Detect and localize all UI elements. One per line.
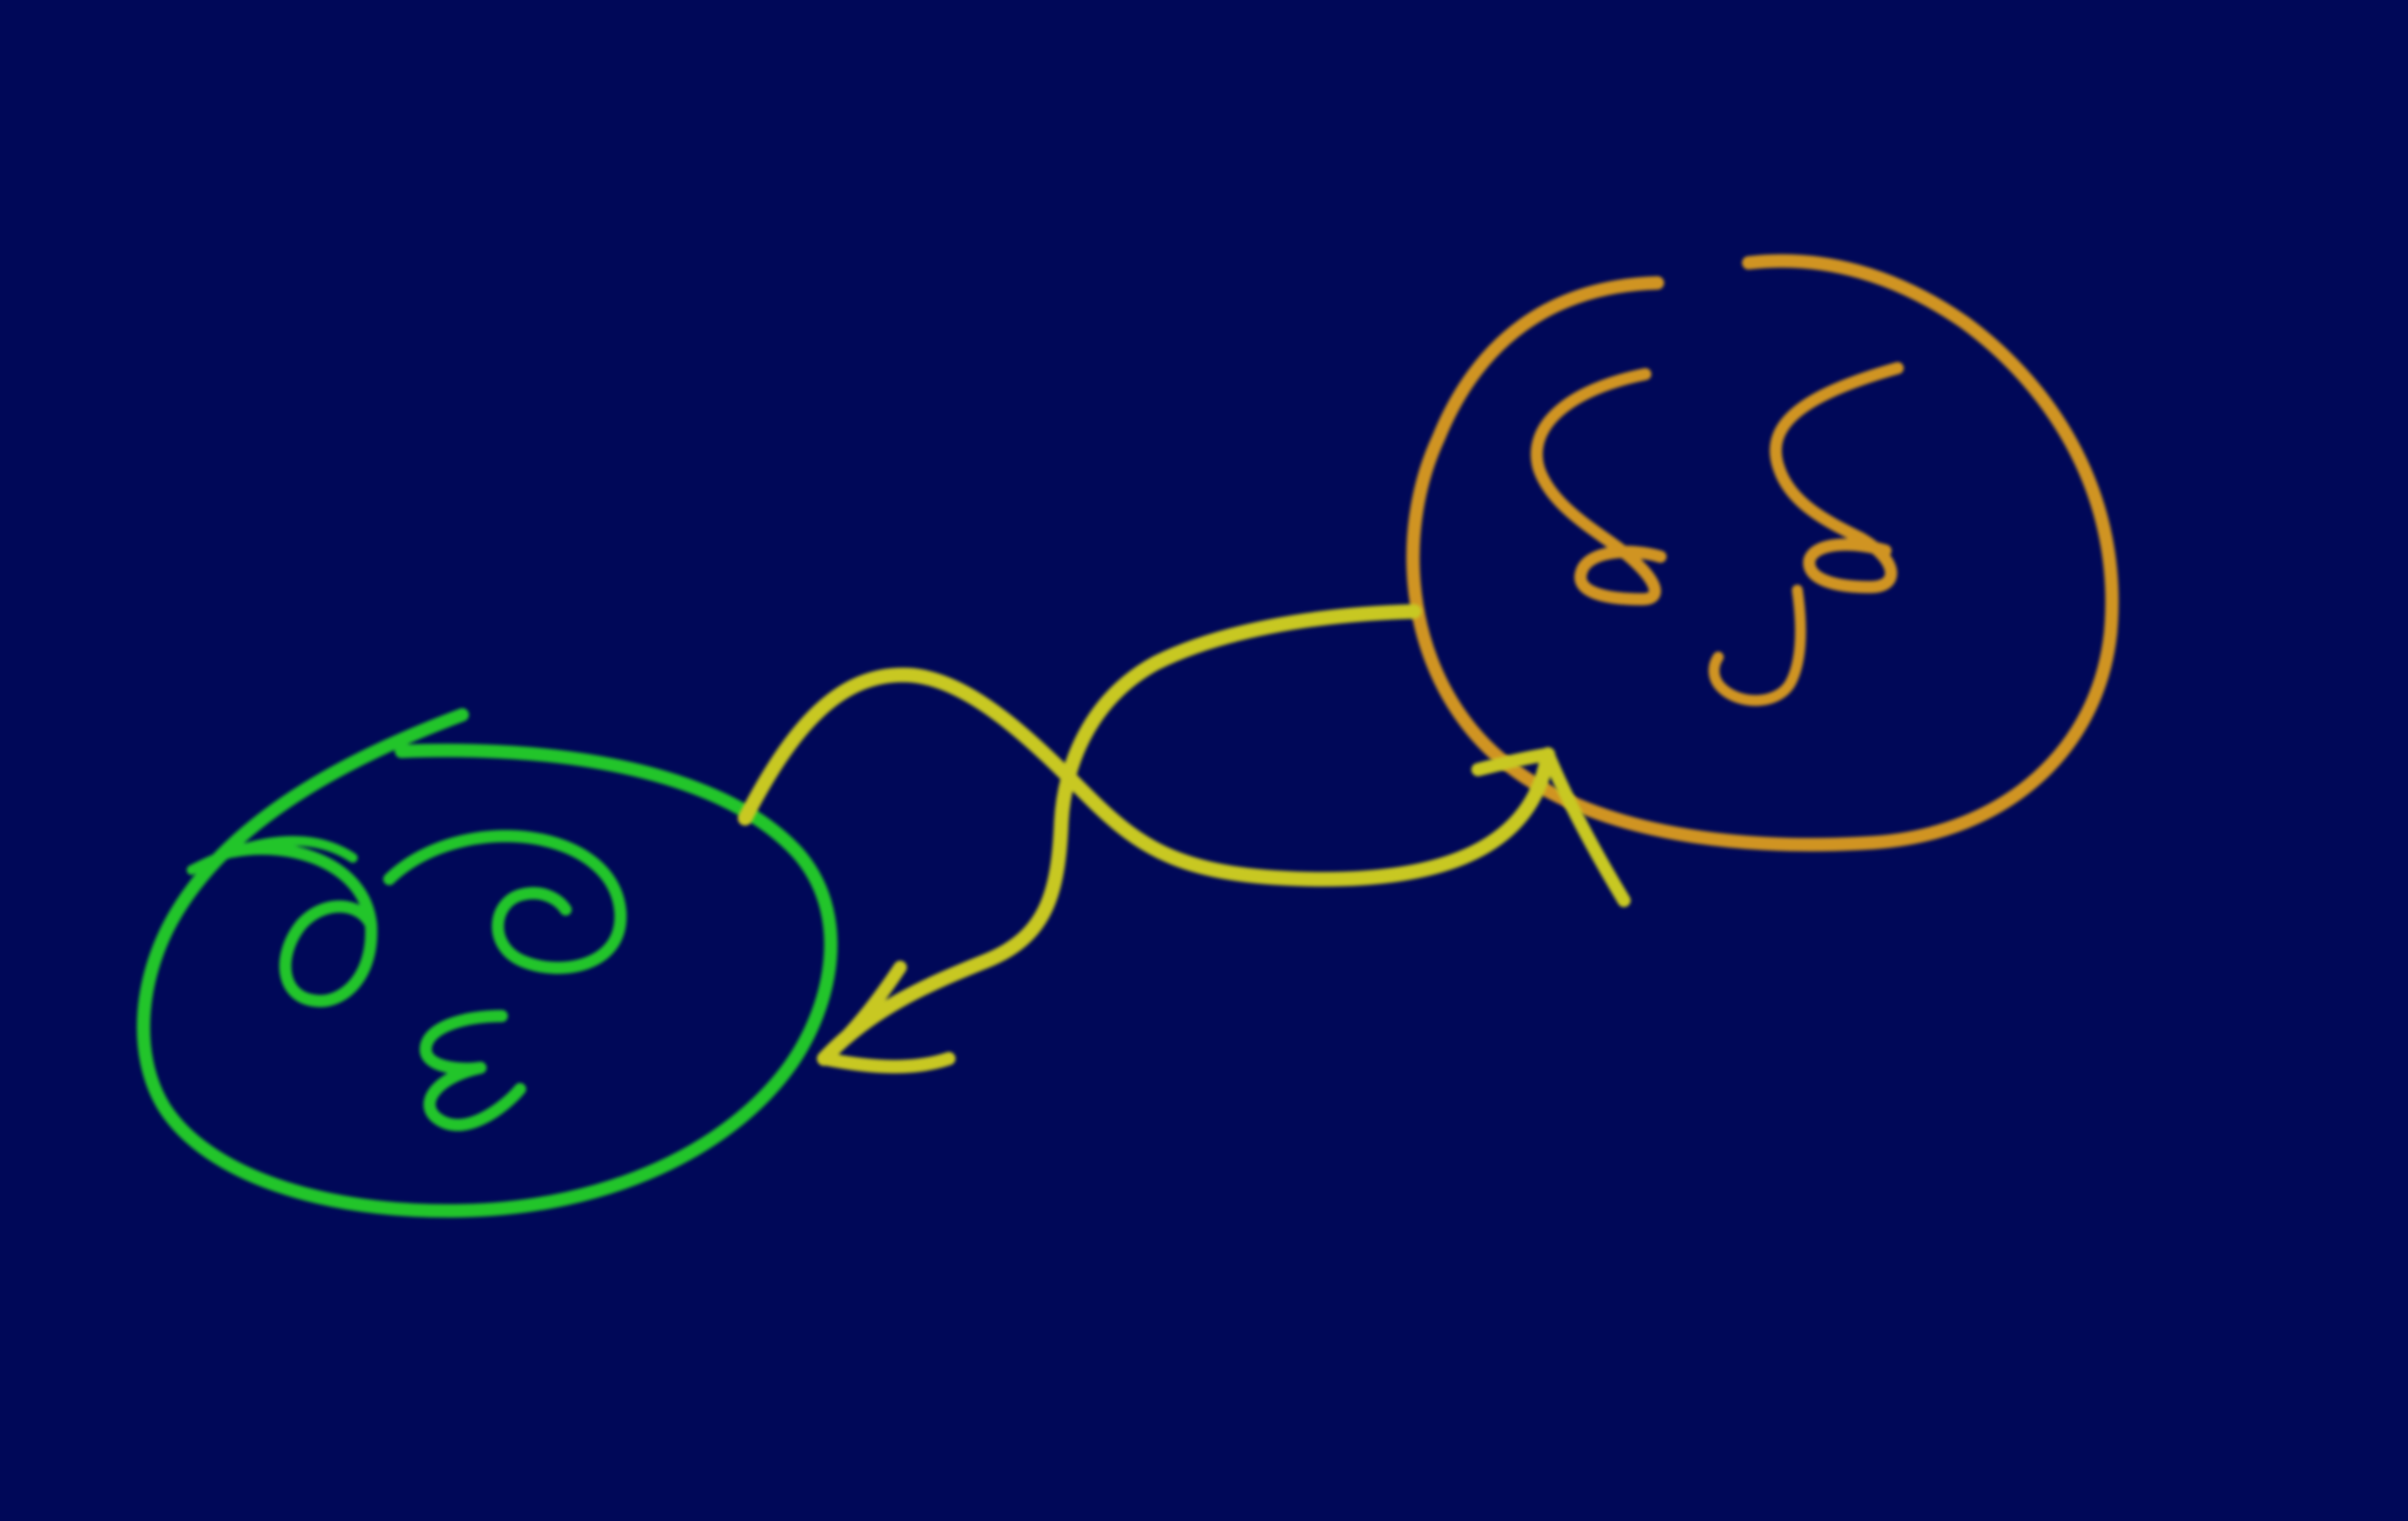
arrow-green-to-orange [738,667,1555,887]
green-face [136,708,838,1218]
green-face-brow [187,836,358,875]
orange-face [1406,254,2119,852]
arrow-orange-to-green-head [817,961,956,1074]
orange-face-right-eye [1769,362,1904,593]
arrows-group [738,604,1631,1074]
orange-face-left-eye [1530,368,1667,605]
green-face-head-outline [136,708,838,1218]
arrow-green-to-orange-head [1471,748,1631,907]
orange-face-head-outline [1406,254,2119,852]
orange-face-nose [1709,585,1806,706]
arrow-orange-to-green [817,604,1421,1066]
green-face-mouth [420,1010,526,1131]
green-face-right-eye [383,830,627,974]
green-face-left-eye [225,843,378,1008]
